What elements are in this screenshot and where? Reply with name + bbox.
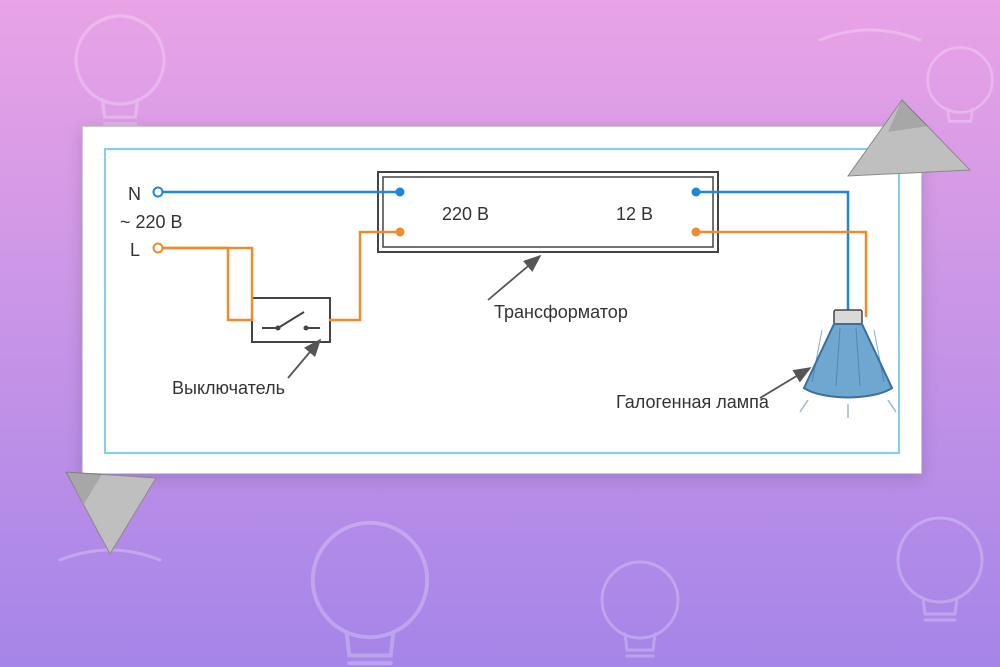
label-lamp: Галогенная лампа <box>616 392 769 413</box>
label-transformer-out: 12 В <box>616 204 653 225</box>
label-supply-voltage: ~ 220 В <box>120 212 183 233</box>
wiring-diagram <box>0 0 1000 667</box>
transformer-box <box>378 172 718 252</box>
pointer-arrows <box>288 256 810 398</box>
halogen-lamp-icon <box>800 310 896 418</box>
switch-symbol <box>252 298 330 342</box>
label-transformer: Трансформатор <box>494 302 628 323</box>
label-l: L <box>130 240 140 261</box>
label-transformer-in: 220 В <box>442 204 489 225</box>
label-switch: Выключатель <box>172 378 285 399</box>
label-n: N <box>128 184 141 205</box>
